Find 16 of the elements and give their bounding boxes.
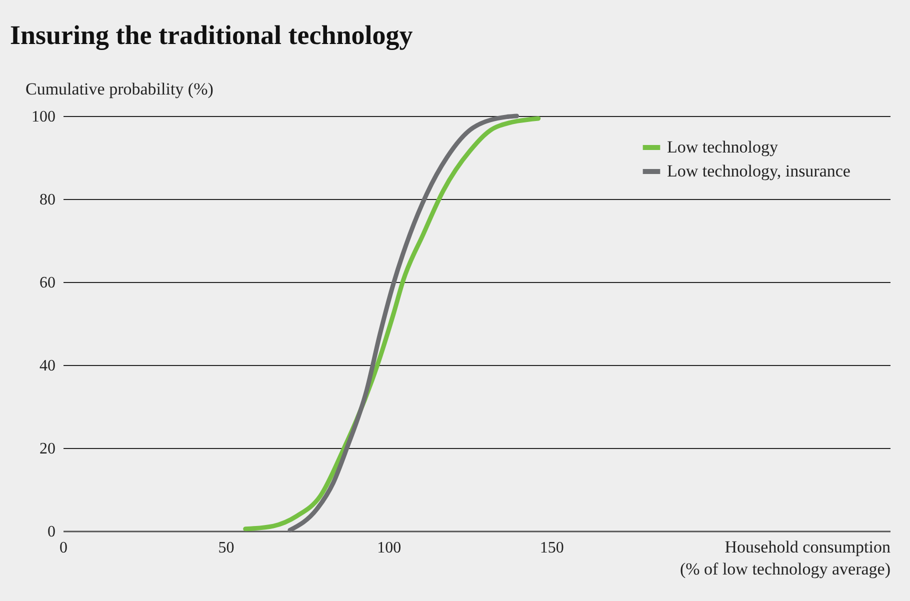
x-tick-label: 0	[60, 540, 68, 556]
x-tick-label: 150	[540, 540, 564, 556]
x-tick-label: 100	[377, 540, 402, 556]
y-tick-label: 80	[40, 192, 56, 208]
y-tick-label: 60	[40, 274, 56, 292]
y-tick-label: 40	[40, 358, 56, 374]
x-tick-label: 50	[218, 540, 234, 556]
legend-label: Low technology	[667, 138, 778, 156]
y-axis-title: Cumulative probability (%)	[26, 80, 214, 98]
x-axis-title: Household consumption (% of low technology average)	[680, 538, 891, 578]
y-tick-label: 100	[32, 108, 56, 126]
legend-label: Low technology, insurance	[667, 162, 850, 180]
line-series	[288, 114, 520, 532]
chart-title: Insuring the traditional technology	[10, 20, 414, 50]
y-tick-label: 20	[40, 440, 56, 458]
y-tick-label: 0	[48, 524, 56, 540]
